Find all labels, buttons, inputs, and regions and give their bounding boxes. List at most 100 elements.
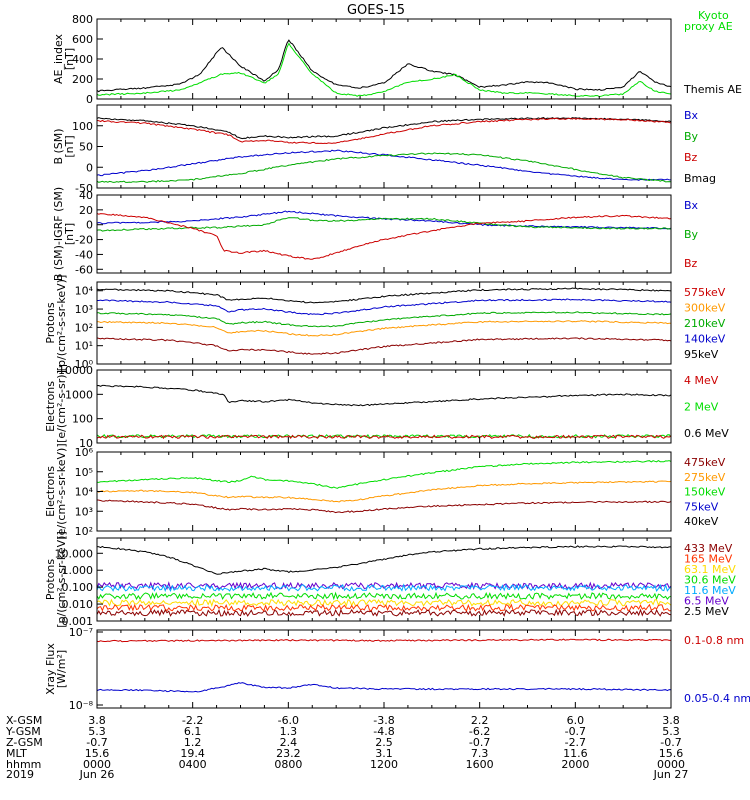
panel-6-legend-3: 150keV (684, 486, 726, 499)
panel-2-ylabel: B (SM)[nT] (52, 128, 76, 164)
panel-3-ytick-label: -40 (75, 248, 93, 261)
x-axis-cell: Jun 27 (653, 768, 689, 781)
panel-7-series-1 (96, 545, 671, 575)
panel-5-frame (96, 369, 672, 444)
panel-4-series-4 (96, 320, 672, 337)
panel-4-ytick-label: 10² (75, 321, 93, 334)
panel-7-series-4 (96, 591, 672, 601)
x-axis-cell: 7.3 (471, 747, 489, 760)
panel-7-legend-7: 2.5 MeV (684, 605, 729, 618)
panel-6: 10² 10³ 10⁴ 10⁵ 10⁶ Electrons[e/(cm²-s-sr-keV… (44, 443, 726, 539)
panel-7-ytick-label: 10.000 (55, 547, 94, 560)
x-axis-cell: -4.8 (373, 725, 394, 738)
x-axis-cell: 6.1 (184, 725, 202, 738)
panel-3-legend-1: Bx (684, 199, 699, 212)
panel-8-legend-2: 0.05-0.4 nm (684, 692, 750, 705)
panel-1-legend-2: Themis AE (683, 83, 742, 96)
panel-2-frame (96, 104, 672, 189)
x-axis-cell: 23.2 (276, 747, 301, 760)
panel-4-ytick-label: 10³ (75, 303, 93, 316)
panel-1-ytick-label: 200 (72, 73, 93, 86)
panel-3-frame (96, 194, 672, 274)
figure-title: GOES-15 (347, 3, 405, 18)
panel-4-ytick-label: 10¹ (75, 340, 93, 353)
panel-6-legend-5: 40keV (684, 515, 719, 528)
x-axis-cell: -0.7 (565, 725, 586, 738)
panel-2-ytick-label: 0 (86, 161, 93, 174)
panel-7-ytick-label: 0.001 (62, 615, 94, 628)
x-axis-row-label: hhmm (6, 758, 41, 771)
x-axis-cell: 5.3 (662, 725, 680, 738)
panel-3-ytick-label: 20 (79, 204, 93, 217)
panel-6-series-3 (96, 499, 672, 514)
panel-3-legend-2: By (684, 228, 699, 241)
panel-6-ytick-label: 10² (75, 525, 93, 538)
panel-2-ytick-label: 50 (79, 141, 93, 154)
panel-2-series-1 (96, 117, 672, 140)
x-axis-cell: 5.3 (88, 725, 106, 738)
panel-3-ytick-label: 0 (86, 219, 93, 232)
x-axis-cell: 3.8 (662, 714, 680, 727)
panel-4-series-2 (97, 298, 672, 316)
panel-2-legend-4: Bmag (684, 172, 716, 185)
panel-5-legend-3: 0.6 MeV (684, 427, 729, 440)
x-axis-row-label: 2019 (6, 768, 34, 781)
x-axis-cell: -2.7 (565, 736, 586, 749)
panel-7-legend-3: 63.1 MeV (684, 563, 736, 576)
panel-3: -60 -40-20 0 20 40B (SM)-IGRF (SM)[nT] Bx By Bz (52, 187, 699, 281)
panel-6-ylabel: Electrons[e/(cm²-s-sr-keV)] (44, 443, 68, 539)
panel-4-legend-5: 95keV (684, 348, 719, 361)
panel-3-ytick-label: -20 (75, 234, 93, 247)
panel-7-frame (96, 537, 672, 622)
x-axis-row-label: Z-GSM (6, 736, 43, 749)
panel-1-legend-1: Kyoto proxy AE (684, 9, 733, 33)
panel-7: 0.001 0.010 0.100 1.000 10.000Protons[p/(cm²… (44, 531, 736, 628)
panel-1-frame (96, 18, 672, 100)
panel-8-legend-1: 0.1-0.8 nm (684, 634, 744, 647)
panel-6-legend-4: 75keV (684, 500, 719, 513)
panel-6-legend-2: 275keV (684, 471, 726, 484)
x-axis-cell: -0.7 (660, 736, 681, 749)
panel-7-series-7 (96, 608, 672, 617)
panel-2-series-2 (96, 117, 672, 145)
panel-6-series-1 (96, 460, 672, 489)
panel-6-ytick-label: 10⁵ (75, 466, 93, 479)
x-axis-cell: -0.7 (86, 736, 107, 749)
x-axis-row-label: MLT (6, 747, 27, 760)
panel-7-series-5 (96, 598, 672, 608)
x-axis-cell: 1200 (370, 758, 398, 771)
panel-6-frame (96, 451, 672, 532)
panel-6-ytick-label: 10³ (75, 505, 93, 518)
panel-2-legend-1: Bx (684, 109, 699, 122)
panel-4: 10⁰ 10¹ 10² 10³ 10⁴ Protons[p/(cm²-s-sr-keV)]… (44, 275, 726, 372)
panel-8-series-2 (96, 682, 672, 693)
panel-6-ytick-label: 10⁶ (75, 446, 94, 459)
panel-1-ytick-label: 400 (72, 53, 93, 66)
panel-2-series-3 (96, 149, 671, 181)
x-axis-row-label: Y-GSM (5, 725, 41, 738)
x-axis-cell: 2.5 (375, 736, 393, 749)
panel-3-series-3 (96, 212, 672, 260)
panel-4-series-5 (96, 337, 672, 355)
panel-6-ytick-label: 10⁴ (75, 486, 94, 499)
panel-3-series-1 (96, 210, 672, 230)
panel-7-legend-5: 11.6 MeV (684, 584, 736, 597)
panel-4-ytick-label: 10⁰ (75, 358, 94, 371)
panel-8-ytick-label: 10⁻⁷ (69, 626, 93, 639)
panel-7-series-6 (96, 603, 671, 612)
x-axis-row-label: X-GSM (6, 714, 42, 727)
x-axis-cell: 3.8 (88, 714, 106, 727)
panel-8-ylabel: Xray Flux[W/m²] (44, 643, 68, 695)
panel-1-series-2 (96, 42, 672, 98)
panel-3-ytick-label: -60 (75, 263, 93, 276)
panel-5-legend-1: 4 MeV (684, 374, 719, 387)
x-axis-cell: 0800 (274, 758, 302, 771)
x-axis-cell: 0400 (179, 758, 207, 771)
panel-1-ytick-label: 600 (72, 33, 93, 46)
panel-1-ylabel: AE_index[nT] (52, 33, 76, 84)
panel-4-ylabel: Protons[p/(cm²-s-sr-keV)] (44, 275, 68, 372)
x-axis-cell: -0.7 (469, 736, 490, 749)
panel-5-ytick-label: 10 (79, 437, 93, 450)
